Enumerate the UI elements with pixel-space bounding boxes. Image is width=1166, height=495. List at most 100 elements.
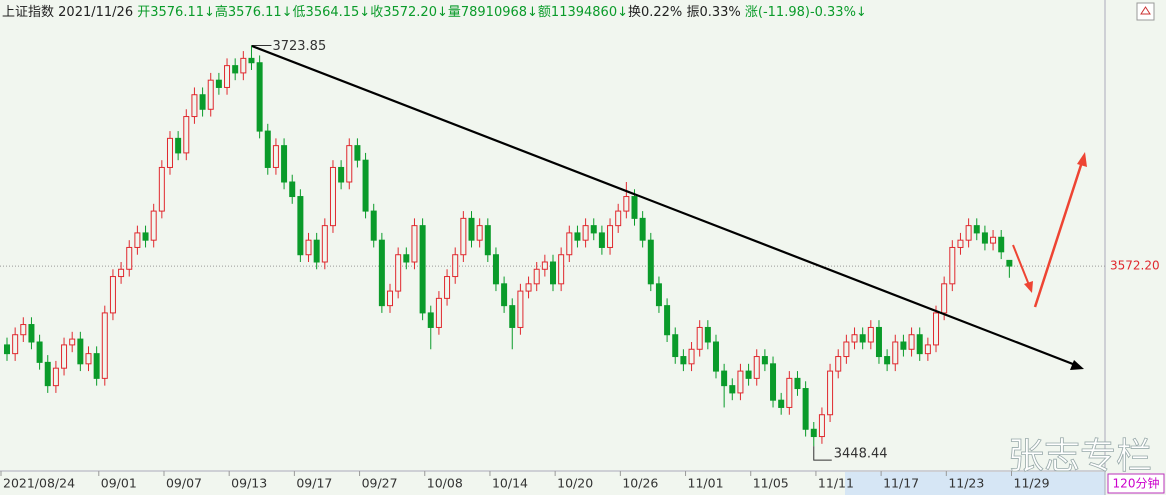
arrow-head [1024, 281, 1033, 293]
candle-body [28, 324, 35, 343]
candle-body [1006, 259, 1013, 267]
candle-body [232, 65, 239, 74]
candle-body [688, 348, 695, 365]
candle-body [810, 428, 817, 438]
candle-body [118, 268, 125, 278]
candle-body [892, 341, 899, 365]
candle-body [476, 225, 483, 241]
candle-body [370, 210, 377, 241]
candle-body [509, 305, 516, 328]
candle-body [818, 414, 825, 438]
candle-body [61, 344, 68, 369]
candle-body [607, 225, 614, 248]
candle-body [672, 334, 679, 358]
candle-body [256, 62, 263, 132]
x-tick-label: 09/17 [296, 476, 332, 491]
x-tick-label: 11/23 [948, 476, 984, 491]
candle-body [574, 232, 581, 241]
candle-body [444, 276, 451, 299]
candle-body [794, 377, 801, 390]
x-tick-label: 10/14 [492, 476, 528, 491]
period-label: 120分钟 [1113, 476, 1160, 491]
x-tick-label: 11/11 [818, 476, 854, 491]
candle-body [753, 356, 760, 379]
header: 上证指数 2021/11/26 开3576.11↓高3576.11↓低3564.… [2, 4, 867, 20]
candle-body [598, 232, 605, 248]
candle-body [484, 225, 491, 256]
candle-body [957, 239, 964, 248]
candle-body [435, 297, 442, 328]
candle-body [36, 341, 43, 363]
candle-body [52, 367, 59, 387]
candle-body [590, 225, 597, 234]
candle-body [93, 353, 100, 379]
candle-body [916, 334, 923, 355]
header-item: 额11394860↓ [538, 5, 628, 20]
candle-body [761, 356, 768, 365]
candle-body [77, 338, 84, 365]
candle-body [875, 326, 882, 358]
candle-body [264, 130, 271, 168]
candle-body [387, 290, 394, 307]
header-item: 收3572.20↓ [370, 5, 448, 20]
candle-body [468, 217, 475, 241]
candle-body [248, 57, 255, 64]
candle-body [109, 276, 116, 314]
candle-body [541, 261, 548, 270]
candle-body [802, 388, 809, 430]
candle-body [297, 196, 304, 256]
candle-body [729, 385, 736, 394]
annotation-leader [813, 446, 832, 461]
toggle-button[interactable] [1136, 2, 1155, 21]
candle-body [69, 338, 76, 346]
candle-body [721, 370, 728, 387]
candle-body [289, 181, 296, 198]
candle-body [191, 94, 198, 118]
candle-body [615, 210, 622, 227]
candle-body [884, 356, 891, 365]
candle-body [965, 225, 972, 241]
candle-body [664, 305, 671, 336]
header-item: 振0.33% [686, 5, 740, 20]
candle-body [525, 283, 532, 292]
candle-body [427, 312, 434, 328]
candle-body [403, 254, 410, 263]
candle-body [835, 356, 842, 372]
candle-body [631, 196, 638, 219]
candle-body [998, 236, 1005, 253]
candle-body [851, 334, 858, 343]
header-item: 开3576.11↓ [137, 5, 215, 20]
candle-body [215, 79, 222, 88]
candle-body [85, 353, 92, 365]
candle-body [639, 217, 646, 241]
annotations [251, 44, 1087, 370]
x-tick-label: 11/29 [1014, 476, 1050, 491]
candle-body [419, 225, 426, 314]
x-tick-label: 09/27 [362, 476, 398, 491]
candle-body [150, 210, 157, 241]
candle-body [492, 254, 499, 285]
x-tick-label: 09/13 [231, 476, 267, 491]
candle-body [949, 246, 956, 285]
candle-body [44, 361, 51, 387]
candle-body [558, 254, 565, 285]
low-annotation: 3448.44 [834, 447, 888, 462]
candle-body [321, 225, 328, 263]
candle-body [134, 232, 141, 248]
x-tick-label: 11/05 [753, 476, 789, 491]
trend-line [251, 44, 1079, 368]
candle-body [981, 232, 988, 244]
arrow-head [1070, 360, 1084, 370]
candle-body [12, 334, 19, 355]
candle-body [460, 217, 467, 256]
period-box [1107, 473, 1165, 494]
candle-body [843, 341, 850, 358]
candle-body [900, 341, 907, 350]
candle-body [647, 239, 654, 285]
candle-body [272, 145, 279, 168]
candle-body [281, 145, 288, 183]
candle-body [941, 283, 948, 314]
candle-body [770, 363, 777, 401]
candle-body [338, 166, 345, 183]
